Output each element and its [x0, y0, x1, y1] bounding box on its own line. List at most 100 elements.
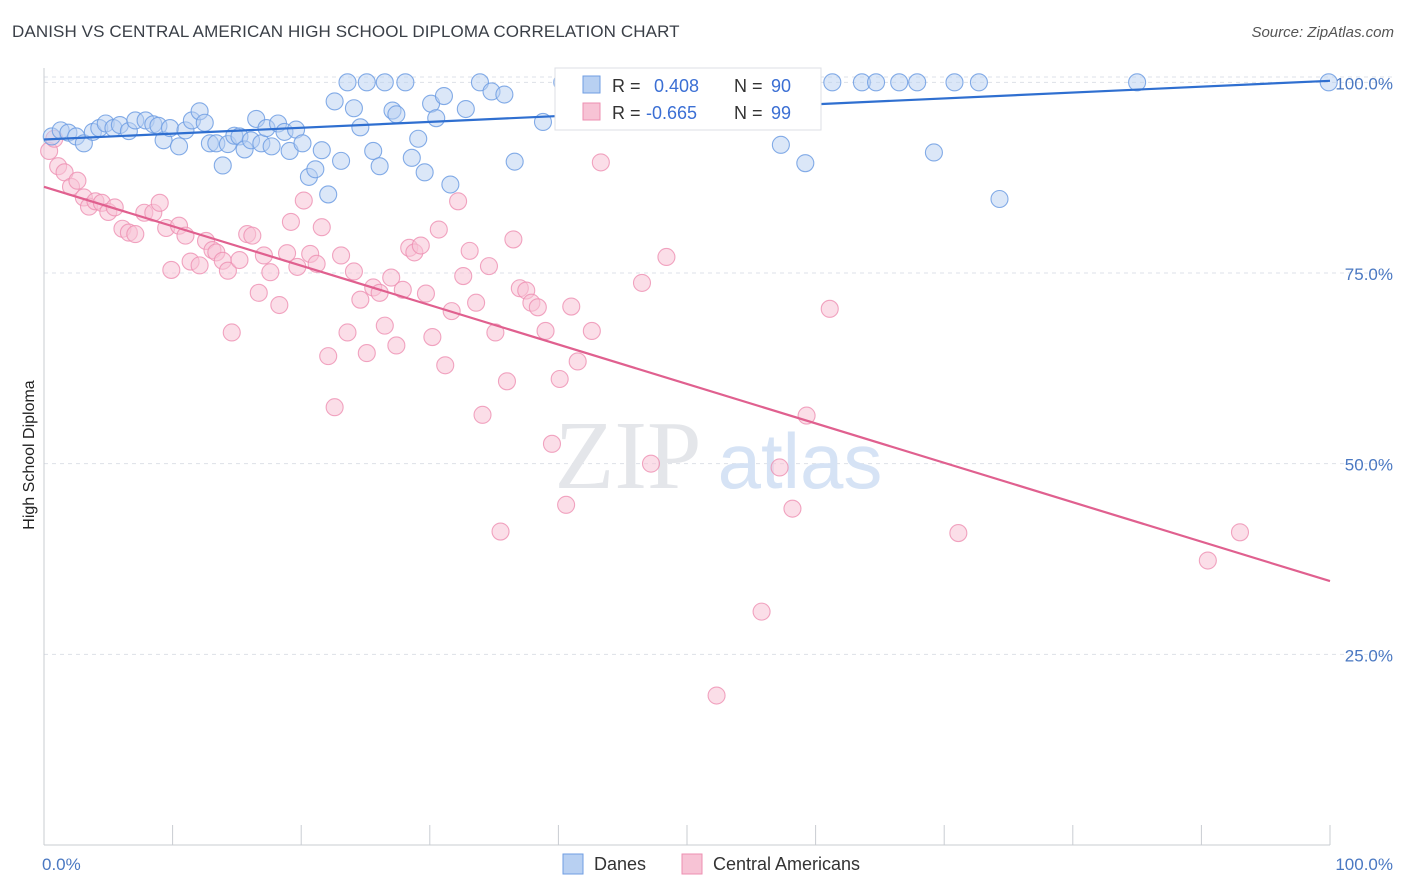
central-americans-point [536, 321, 555, 341]
central-americans-point [473, 405, 492, 424]
danes-point [351, 118, 370, 137]
central-americans-point [436, 356, 455, 375]
central-americans-point [467, 293, 486, 312]
central-americans-point [150, 193, 169, 212]
danes-point [262, 137, 281, 156]
central-americans-point [429, 220, 448, 239]
central-americans-point [454, 266, 473, 286]
central-americans-point [528, 298, 547, 317]
danes-point [306, 160, 325, 179]
stats-central-n-label: N = [734, 103, 763, 123]
central-americans-point [591, 153, 610, 172]
central-americans-point [557, 495, 576, 514]
central-americans-point [344, 262, 363, 281]
watermark: ZIP atlas [555, 402, 883, 510]
danes-point [332, 151, 351, 170]
danes-point [325, 92, 344, 111]
danes-point [169, 137, 189, 156]
central-americans-point [393, 280, 412, 299]
central-americans-point [542, 434, 562, 453]
legend-central-swatch [681, 853, 703, 875]
central-americans-point [641, 454, 661, 473]
central-americans-point [1198, 551, 1217, 570]
stats-danes-n-value: 90 [771, 76, 791, 96]
x-tick-marks [43, 825, 1331, 845]
central-americans-point [479, 257, 499, 276]
danes-point [312, 141, 331, 160]
danes-point [402, 148, 421, 167]
central-americans-point [319, 347, 338, 366]
central-americans-point [338, 323, 357, 342]
central-americans-point [294, 191, 313, 210]
legend: Danes Central Americans [562, 853, 860, 875]
danes-point [771, 135, 790, 154]
central-americans-point [230, 250, 249, 270]
central-americans-point [411, 236, 430, 255]
grid-lines [44, 76, 1394, 655]
central-americans-point [357, 344, 376, 363]
central-americans-point [783, 499, 802, 518]
central-americans-point [486, 323, 505, 342]
danes-point [796, 154, 815, 173]
x-tick-label-max: 100.0% [1335, 855, 1393, 874]
watermark-zip: ZIP [555, 402, 702, 510]
danes-point [505, 152, 524, 171]
y-tick-label: 100.0% [1335, 74, 1393, 93]
danes-point [319, 185, 338, 204]
danes-point [908, 73, 927, 92]
central-americans-point [162, 260, 181, 279]
central-americans-point [632, 273, 652, 292]
central-americans-point [416, 284, 435, 303]
danes-point [441, 175, 460, 194]
stats-danes-r-value: 0.408 [654, 76, 699, 96]
central-americans-point [387, 336, 406, 355]
central-americans-point [270, 295, 289, 315]
central-americans-point [657, 247, 676, 267]
danes-point [969, 73, 988, 92]
legend-danes-label: Danes [594, 854, 646, 874]
central-americans-point [752, 602, 771, 621]
legend-danes-swatch [562, 853, 584, 875]
central-americans-point [707, 686, 726, 705]
central-americans-point [332, 246, 351, 265]
central-americans-point [550, 369, 569, 389]
central-americans-point [562, 297, 581, 316]
danes-point [1128, 73, 1147, 92]
central-americans-point [449, 192, 468, 211]
danes-point [990, 189, 1009, 209]
central-americans-point [568, 352, 587, 371]
central-americans-point [126, 225, 145, 244]
danes-point [924, 143, 943, 162]
central-americans-point [770, 458, 789, 477]
central-americans-point [281, 212, 300, 231]
central-americans-point [375, 316, 394, 335]
central-americans-point [325, 398, 344, 417]
central-americans-trend-line [43, 185, 1331, 583]
danes-point [396, 73, 415, 92]
source-credit: Source: ZipAtlas.com [1251, 24, 1394, 41]
central-americans-point [218, 261, 237, 280]
central-americans-point [382, 268, 401, 287]
stats-central-n-value: 99 [771, 103, 791, 123]
stats-central-swatch [582, 102, 601, 121]
central-americans-point [261, 263, 280, 282]
central-americans-point [582, 321, 601, 341]
chart-title: DANISH VS CENTRAL AMERICAN HIGH SCHOOL D… [12, 22, 680, 41]
central-americans-point [1230, 523, 1250, 542]
stats-danes-r-label: R = [612, 76, 641, 96]
danes-point [293, 134, 312, 153]
central-americans-point [497, 372, 517, 391]
y-axis-label: High School Diploma [21, 380, 38, 530]
stats-danes-n-label: N = [734, 76, 763, 96]
stats-danes-swatch [582, 75, 601, 94]
danes-point [375, 73, 394, 92]
danes-point [866, 73, 886, 92]
central-americans-point [222, 323, 241, 342]
danes-point [370, 157, 389, 176]
danes-point [890, 73, 909, 92]
danes-point [357, 73, 376, 92]
y-tick-label: 25.0% [1345, 646, 1393, 665]
danes-point [415, 163, 434, 182]
central-americans-point [820, 299, 839, 318]
